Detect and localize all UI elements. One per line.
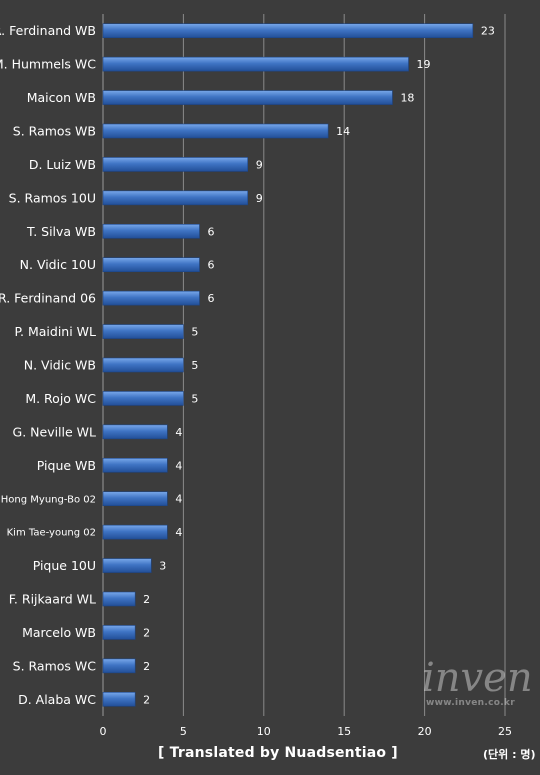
- watermark-url: www.inven.co.kr: [426, 698, 515, 708]
- category-label: Maicon WB: [27, 90, 96, 105]
- category-label: S. Ramos WC: [13, 658, 97, 673]
- bar: [102, 558, 152, 573]
- bar: [102, 223, 200, 239]
- bar: [102, 457, 168, 473]
- bar: [102, 357, 184, 373]
- value-label: 4: [175, 526, 182, 539]
- translator-credit: [ Translated by Nuadsentiao ]: [158, 745, 398, 761]
- value-label: 2: [143, 693, 150, 706]
- value-label: 6: [207, 225, 214, 238]
- x-tick-label: 15: [337, 725, 351, 738]
- value-label: 2: [143, 626, 150, 639]
- bar: [102, 56, 409, 72]
- bar: [102, 491, 168, 507]
- value-label: 2: [143, 593, 150, 606]
- category-label: M. Hummels WC: [0, 57, 96, 72]
- category-label: S. Ramos 10U: [9, 190, 96, 205]
- category-label: T. Silva WB: [26, 224, 96, 239]
- bar: [102, 391, 184, 406]
- bar: [102, 23, 474, 39]
- value-label: 23: [481, 25, 495, 38]
- value-label: 9: [256, 158, 263, 171]
- value-label: 4: [175, 459, 182, 472]
- category-label: D. Luiz WB: [29, 157, 96, 172]
- value-label: 5: [191, 326, 198, 339]
- value-label: 2: [143, 660, 150, 673]
- category-label: Marcelo WB: [22, 625, 96, 640]
- bar: [102, 290, 200, 306]
- bar: [102, 257, 200, 273]
- x-tick-label: 20: [418, 725, 432, 738]
- x-tick-label: 5: [180, 725, 187, 738]
- value-label: 4: [175, 493, 182, 506]
- bar: [102, 591, 136, 607]
- bar: [102, 524, 168, 540]
- category-label: S. Ramos WB: [13, 124, 96, 139]
- bar: [102, 190, 249, 206]
- category-label: R. Ferdinand WB: [0, 23, 96, 38]
- bar: [102, 90, 393, 105]
- value-label: 18: [400, 92, 414, 105]
- x-tick-label: 0: [100, 725, 107, 738]
- category-label: G. Neville WL: [13, 424, 97, 439]
- value-label: 19: [417, 58, 431, 71]
- value-label: 14: [336, 125, 350, 138]
- category-label: D. Alaba WC: [18, 692, 96, 707]
- value-label: 9: [256, 192, 263, 205]
- bar: [102, 324, 184, 339]
- category-label: N. Vidic 10U: [20, 257, 96, 272]
- category-label: Pique 10U: [33, 558, 96, 573]
- bar: [102, 625, 136, 640]
- category-label: R. Ferdinand 06: [0, 291, 96, 306]
- category-label: F. Rijkaard WL: [9, 592, 96, 607]
- x-tick-label: 10: [257, 725, 271, 738]
- category-label: Kim Tae-young 02: [7, 528, 96, 539]
- category-label: M. Rojo WC: [25, 391, 96, 406]
- category-label: P. Maidini WL: [14, 324, 96, 339]
- category-label: N. Vidic WB: [24, 358, 96, 373]
- x-tick-label: 25: [498, 725, 512, 738]
- category-label: Pique WB: [37, 458, 96, 473]
- bar: [102, 123, 329, 139]
- bar: [102, 658, 136, 674]
- unit-label: (단위 : 명): [483, 748, 536, 761]
- value-label: 3: [159, 560, 166, 573]
- bar: [102, 691, 136, 707]
- value-label: 6: [207, 292, 214, 305]
- value-label: 5: [191, 392, 198, 405]
- value-label: 4: [175, 426, 182, 439]
- watermark-logo: inven: [422, 655, 533, 701]
- inven-watermark: inven www.inven.co.kr: [414, 658, 533, 714]
- bar: [102, 157, 249, 172]
- value-label: 6: [207, 259, 214, 272]
- value-label: 5: [191, 359, 198, 372]
- bar: [102, 424, 168, 440]
- category-label: Hong Myung-Bo 02: [1, 494, 96, 505]
